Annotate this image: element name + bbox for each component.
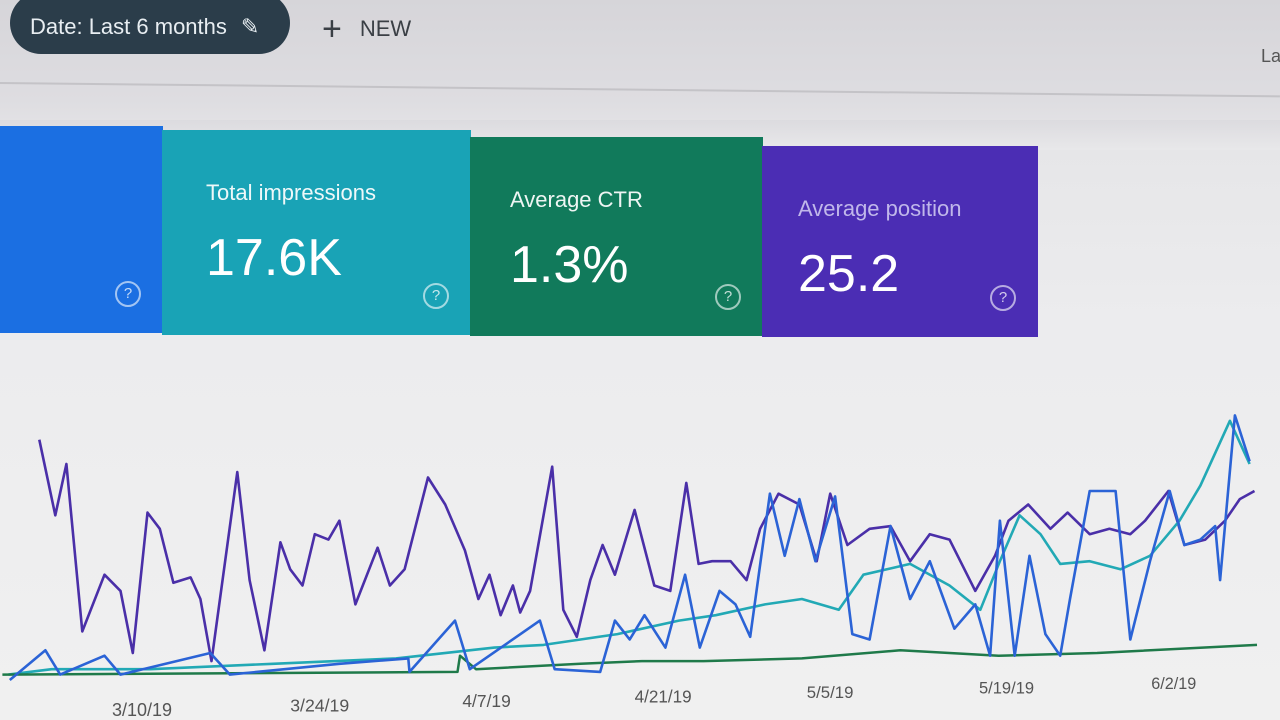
series-line-total-clicks xyxy=(8,414,1251,681)
card-value: 17.6K xyxy=(206,229,342,287)
x-tick-label: 5/5/19 xyxy=(807,683,854,702)
card-value: 25.2 xyxy=(798,245,900,303)
x-tick-label: 3/10/19 xyxy=(112,700,172,720)
last-updated-label: La xyxy=(1261,46,1280,66)
card-label: Average CTR xyxy=(510,187,643,212)
x-tick-label: 3/24/19 xyxy=(290,696,349,716)
pencil-icon[interactable]: ✎ xyxy=(240,14,260,39)
x-tick-label: 4/21/19 xyxy=(635,688,692,707)
help-icon[interactable]: ? xyxy=(715,284,741,310)
help-icon[interactable]: ? xyxy=(990,285,1016,311)
card-value: 1.3% xyxy=(510,236,629,294)
date-filter-label: Date: Last 6 months xyxy=(30,14,227,39)
help-icon[interactable]: ? xyxy=(115,281,141,307)
series-line-total-impressions xyxy=(8,419,1251,676)
help-icon[interactable]: ? xyxy=(423,283,449,309)
card-label: Total impressions xyxy=(206,180,376,205)
card-average-position[interactable]: Average position 25.2 ? xyxy=(762,146,1038,337)
new-label: NEW xyxy=(359,16,412,41)
divider xyxy=(0,82,1280,98)
series-line-average-ctr xyxy=(2,643,1258,676)
series-line-average-position xyxy=(38,439,1256,663)
x-tick-label: 6/2/19 xyxy=(1151,675,1196,693)
x-tick-label: 4/7/19 xyxy=(462,691,510,711)
card-average-ctr[interactable]: Average CTR 1.3% ? xyxy=(470,137,763,336)
date-filter-chip[interactable]: Date: Last 6 months ✎ xyxy=(10,0,290,54)
x-tick-label: 5/19/19 xyxy=(979,680,1034,698)
new-filter-button[interactable]: + NEW xyxy=(322,10,412,48)
card-total-clicks[interactable]: ? xyxy=(0,126,163,333)
card-label: Average position xyxy=(798,196,962,221)
plus-icon: + xyxy=(322,10,342,48)
card-total-impressions[interactable]: Total impressions 17.6K ? xyxy=(162,130,471,335)
